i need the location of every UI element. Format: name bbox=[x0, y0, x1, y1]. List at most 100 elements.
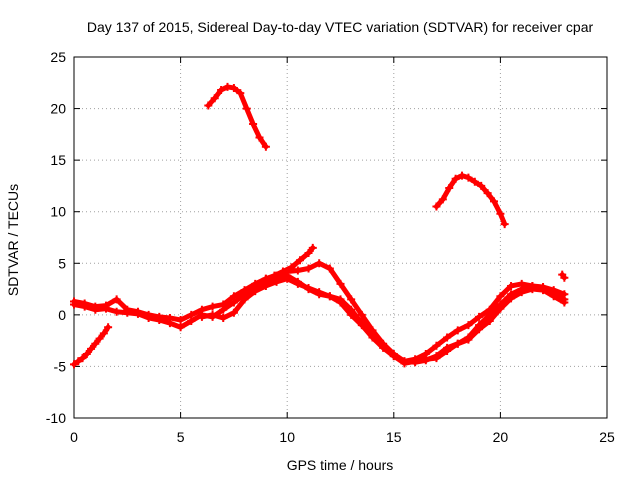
data-point bbox=[549, 292, 558, 301]
data-point bbox=[325, 292, 334, 301]
data-point bbox=[517, 279, 526, 288]
data-point bbox=[485, 305, 494, 314]
data-point bbox=[357, 321, 366, 330]
data-point bbox=[304, 264, 313, 273]
data-point bbox=[208, 302, 217, 311]
data-point bbox=[104, 323, 113, 332]
data-point bbox=[500, 220, 509, 229]
data-point bbox=[490, 197, 499, 206]
x-tick-label: 5 bbox=[177, 429, 185, 445]
data-point bbox=[389, 352, 398, 361]
data-point bbox=[165, 313, 174, 322]
data-point bbox=[464, 173, 473, 182]
data-point bbox=[315, 288, 324, 297]
data-point bbox=[336, 298, 345, 307]
data-point bbox=[293, 266, 302, 275]
grid-lines bbox=[74, 57, 607, 418]
data-point bbox=[432, 341, 441, 350]
data-point bbox=[379, 343, 388, 352]
data-point bbox=[204, 101, 213, 110]
data-point bbox=[443, 343, 452, 352]
data-point bbox=[123, 305, 132, 314]
data-point bbox=[464, 321, 473, 330]
data-point bbox=[496, 292, 505, 301]
data-point bbox=[70, 297, 78, 306]
data-point bbox=[229, 308, 238, 317]
data-point bbox=[453, 326, 462, 335]
data-point bbox=[176, 323, 185, 332]
data-point bbox=[507, 281, 516, 290]
data-point bbox=[70, 360, 78, 369]
x-axis-label: GPS time / hours bbox=[287, 457, 394, 473]
x-tick-label: 15 bbox=[386, 429, 402, 445]
data-point bbox=[325, 264, 334, 273]
data-point bbox=[99, 329, 108, 338]
data-point bbox=[560, 290, 569, 299]
data-point bbox=[347, 310, 356, 319]
data-point bbox=[485, 317, 494, 326]
series-peak-trace bbox=[261, 243, 317, 283]
data-point bbox=[242, 104, 251, 113]
series-end-dot bbox=[558, 270, 569, 282]
x-tick-label: 10 bbox=[279, 429, 295, 445]
data-point bbox=[197, 312, 206, 321]
data-point bbox=[272, 277, 281, 286]
series-line bbox=[433, 173, 508, 227]
data-point bbox=[287, 263, 296, 272]
data-point bbox=[251, 287, 260, 296]
x-tick-label: 0 bbox=[70, 429, 78, 445]
data-point bbox=[236, 89, 245, 98]
data-point bbox=[176, 316, 185, 325]
data-marks bbox=[70, 82, 569, 369]
data-point bbox=[283, 274, 292, 283]
data-point bbox=[251, 279, 260, 288]
data-point bbox=[475, 325, 484, 334]
data-point bbox=[400, 357, 409, 366]
data-point bbox=[240, 295, 249, 304]
data-point bbox=[539, 286, 548, 295]
data-point bbox=[496, 304, 505, 313]
data-point bbox=[219, 313, 228, 322]
data-point bbox=[315, 259, 324, 268]
data-point bbox=[82, 350, 91, 359]
x-tick-label: 25 bbox=[599, 429, 615, 445]
data-point bbox=[229, 292, 238, 301]
data-point bbox=[133, 307, 142, 316]
data-point bbox=[477, 181, 486, 190]
y-tick-label: -10 bbox=[46, 410, 66, 426]
series-line bbox=[205, 84, 269, 150]
data-point bbox=[451, 174, 460, 183]
data-point bbox=[112, 295, 121, 304]
data-point bbox=[219, 300, 228, 309]
y-tick-label: 5 bbox=[58, 255, 66, 271]
data-point bbox=[223, 82, 232, 91]
data-point bbox=[78, 354, 87, 363]
y-tick-label: 20 bbox=[50, 101, 66, 117]
data-point bbox=[483, 189, 492, 198]
data-point bbox=[445, 183, 454, 192]
y-tick-label: -5 bbox=[54, 358, 67, 374]
data-point bbox=[308, 243, 317, 252]
series-lower-trace bbox=[197, 274, 569, 367]
data-point bbox=[80, 299, 89, 308]
data-point bbox=[261, 281, 270, 290]
data-point bbox=[453, 339, 462, 348]
data-point bbox=[432, 352, 441, 361]
data-point bbox=[438, 195, 447, 204]
data-point bbox=[197, 305, 206, 314]
data-point bbox=[368, 326, 377, 335]
data-point bbox=[475, 312, 484, 321]
data-point bbox=[560, 298, 569, 307]
data-point bbox=[528, 285, 537, 294]
data-point bbox=[91, 302, 100, 311]
data-point bbox=[347, 295, 356, 304]
y-axis-label: SDTVAR / TECUs bbox=[5, 184, 21, 296]
data-point bbox=[91, 339, 100, 348]
y-tick-label: 0 bbox=[58, 307, 66, 323]
data-point bbox=[507, 294, 516, 303]
data-point bbox=[240, 286, 249, 295]
data-point bbox=[411, 358, 420, 367]
data-point bbox=[210, 94, 219, 103]
data-point bbox=[458, 171, 467, 180]
